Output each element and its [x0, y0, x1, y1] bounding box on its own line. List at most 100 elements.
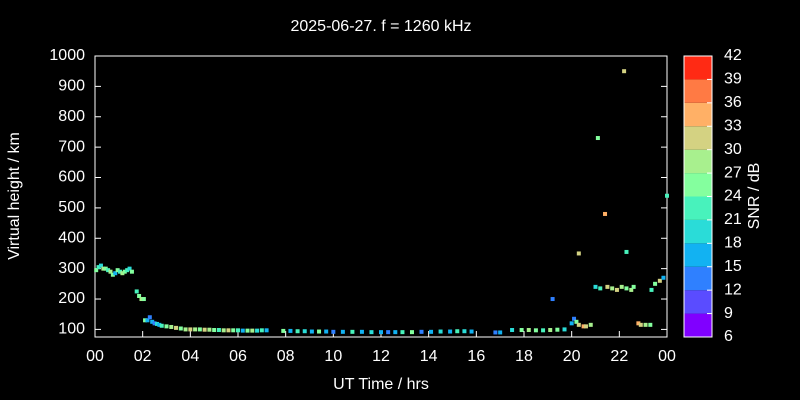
- data-point: [593, 284, 598, 289]
- data-point: [221, 328, 226, 333]
- data-point: [386, 330, 391, 335]
- data-point: [174, 325, 179, 330]
- data-point: [419, 329, 424, 334]
- data-point: [118, 269, 123, 274]
- colorbar-tick-label: 21: [724, 211, 742, 228]
- data-point: [113, 271, 118, 276]
- y-tick-label: 500: [58, 199, 85, 216]
- data-point: [369, 330, 374, 335]
- data-point: [106, 268, 111, 273]
- data-point: [576, 251, 581, 256]
- data-point: [581, 324, 586, 329]
- data-point: [169, 324, 174, 329]
- data-point: [359, 329, 364, 334]
- data-point: [122, 269, 127, 274]
- x-tick-label: 02: [134, 348, 152, 365]
- x-tick-label: 22: [610, 348, 628, 365]
- data-point: [583, 324, 588, 329]
- x-tick-label: 00: [86, 348, 104, 365]
- data-point: [624, 249, 629, 254]
- data-point: [588, 322, 593, 327]
- data-point: [548, 328, 553, 333]
- data-point: [302, 329, 307, 334]
- data-point: [661, 275, 666, 280]
- data-point: [541, 328, 546, 333]
- data-point: [576, 322, 581, 327]
- data-point: [448, 329, 453, 334]
- data-point: [188, 327, 193, 332]
- data-point: [629, 287, 634, 292]
- data-point: [157, 322, 162, 327]
- data-point: [462, 329, 467, 334]
- data-point: [115, 268, 120, 273]
- data-point: [129, 269, 134, 274]
- data-point: [340, 329, 345, 334]
- colorbar-band: [684, 173, 712, 197]
- colorbar-tick-label: 39: [724, 71, 742, 88]
- data-point: [598, 286, 603, 291]
- colorbar-band: [684, 243, 712, 267]
- data-point: [150, 319, 155, 324]
- data-point: [250, 328, 255, 333]
- data-point: [555, 327, 560, 332]
- chart-title: 2025-06-27. f = 1260 kHz: [290, 18, 471, 35]
- data-point: [103, 266, 108, 271]
- data-point: [653, 281, 658, 286]
- data-point: [526, 328, 531, 333]
- data-point: [259, 328, 264, 333]
- data-point: [226, 328, 231, 333]
- colorbar-tick-label: 9: [724, 305, 733, 322]
- data-point: [622, 69, 627, 74]
- data-point: [648, 322, 653, 327]
- data-point: [469, 329, 474, 334]
- data-point: [649, 287, 654, 292]
- data-point: [141, 297, 146, 302]
- data-point: [145, 318, 150, 323]
- data-point: [550, 297, 555, 302]
- colorbar-tick-label: 33: [724, 117, 742, 134]
- data-point: [143, 318, 148, 323]
- x-tick-label: 12: [372, 348, 390, 365]
- data-point: [638, 322, 643, 327]
- data-point: [393, 330, 398, 335]
- data-point: [595, 136, 600, 141]
- x-tick-label: 00: [658, 348, 676, 365]
- data-point: [624, 286, 629, 291]
- data-point: [657, 278, 662, 283]
- colorbar-band: [684, 79, 712, 103]
- data-point: [610, 286, 615, 291]
- data-point: [643, 322, 648, 327]
- data-point: [519, 328, 524, 333]
- data-point: [636, 321, 641, 326]
- data-point: [379, 330, 383, 335]
- data-point: [603, 211, 608, 216]
- x-tick-label: 04: [181, 348, 199, 365]
- x-tick-label: 10: [324, 348, 342, 365]
- data-point: [324, 329, 329, 334]
- y-tick-label: 700: [58, 138, 85, 155]
- data-point: [152, 321, 157, 326]
- data-point: [533, 328, 538, 333]
- data-point: [574, 319, 579, 324]
- x-tick-label: 20: [563, 348, 581, 365]
- data-point: [245, 328, 250, 333]
- data-point: [134, 289, 139, 294]
- data-point: [493, 330, 498, 335]
- colorbar-band: [684, 196, 712, 220]
- colorbar-tick-label: 27: [724, 164, 742, 181]
- y-tick-label: 600: [58, 169, 85, 186]
- data-point: [202, 327, 207, 332]
- data-point: [108, 269, 113, 274]
- data-point: [619, 284, 624, 289]
- x-tick-label: 08: [277, 348, 295, 365]
- x-tick-label: 06: [229, 348, 247, 365]
- y-tick-label: 800: [58, 108, 85, 125]
- x-tick-label: 16: [467, 348, 485, 365]
- colorbar-band: [684, 56, 712, 80]
- colorbar-tick-label: 42: [724, 47, 742, 64]
- data-point: [197, 327, 202, 332]
- colorbar-band: [684, 126, 712, 150]
- data-point: [164, 324, 169, 329]
- data-point: [240, 328, 245, 333]
